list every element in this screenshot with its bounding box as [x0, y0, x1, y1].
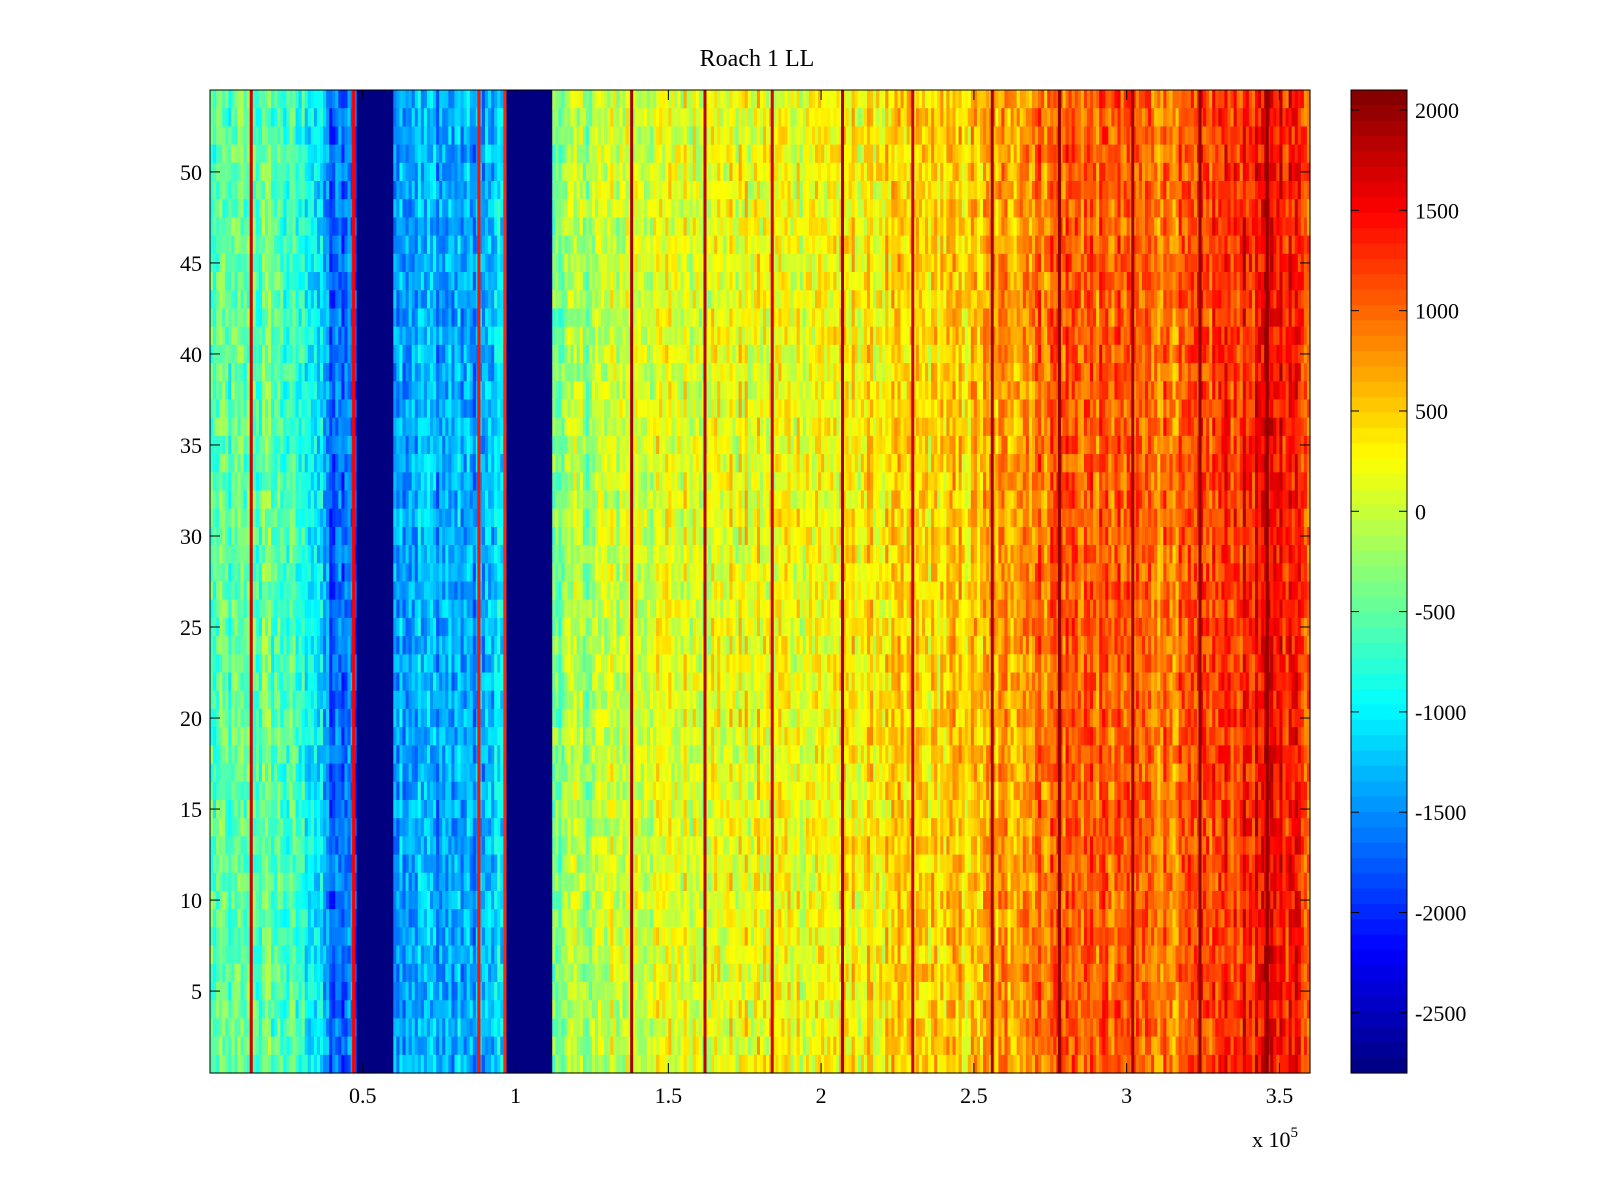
chart-title: Roach 1 LL	[700, 46, 815, 72]
heatmap-cells	[210, 90, 1311, 1074]
heatmap-figure: Roach 1 LL 0.5 1 1.5 2 2.5 3 3.5 5101520253035…	[0, 0, 1600, 1200]
